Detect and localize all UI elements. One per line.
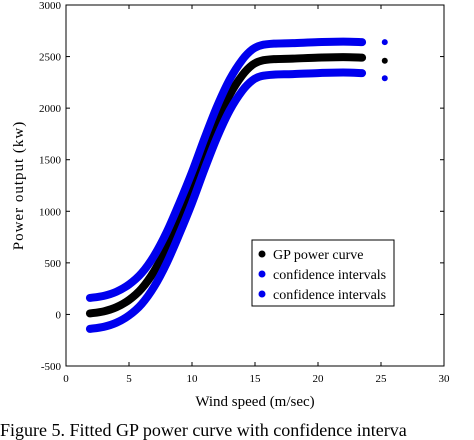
x-axis-ticks: 0 5 10 15 20 25 30	[63, 5, 450, 385]
x-tick-label: 25	[376, 373, 388, 385]
series-curve-0	[85, 53, 367, 318]
y-tick-label: 1000	[39, 206, 62, 218]
y-tick-label: 1500	[39, 155, 62, 167]
legend-box	[251, 239, 395, 307]
x-tick-label: 20	[313, 373, 325, 385]
legend-marker-confidence-lower	[258, 290, 266, 298]
legend-label-confidence-upper: confidence intervals	[273, 268, 386, 283]
power-curve-chart: 0 5 10 15 20 25 30 -50005001000150020002500300…	[11, 0, 450, 410]
series-end-point-2	[381, 75, 388, 82]
x-tick-label: 15	[250, 373, 262, 385]
figure-caption: Figure 5. Fitted GP power curve with con…	[0, 420, 407, 440]
legend-label-confidence-lower: confidence intervals	[273, 288, 386, 303]
y-tick-label: 0	[56, 309, 62, 321]
plot-series	[85, 37, 388, 333]
legend: GP power curve confidence intervals conf…	[251, 239, 395, 307]
series-end-point-0	[381, 57, 388, 64]
y-tick-label: 3000	[39, 0, 62, 12]
y-axis-ticks: -500 0 500 1000 1500 2000 2500 3000	[39, 0, 444, 373]
legend-marker-gp-power-curve	[258, 250, 266, 258]
x-tick-label: 30	[439, 373, 451, 385]
y-tick-label: 2000	[39, 103, 62, 115]
x-axis-label: Wind speed (m/sec)	[195, 394, 314, 410]
series-end-point-1	[381, 39, 388, 46]
series-curve-1	[85, 37, 367, 302]
legend-marker-confidence-upper	[258, 270, 266, 278]
y-tick-label: 500	[45, 258, 62, 270]
series-curve-2	[85, 68, 367, 333]
x-tick-label: 0	[63, 373, 69, 385]
x-tick-label: 10	[187, 373, 199, 385]
y-tick-label: -500	[41, 361, 62, 373]
x-tick-label: 5	[126, 373, 132, 385]
y-axis-label: Power output (kw)	[11, 121, 27, 251]
y-tick-label: 2500	[39, 52, 62, 64]
legend-label-gp-power-curve: GP power curve	[273, 248, 363, 263]
